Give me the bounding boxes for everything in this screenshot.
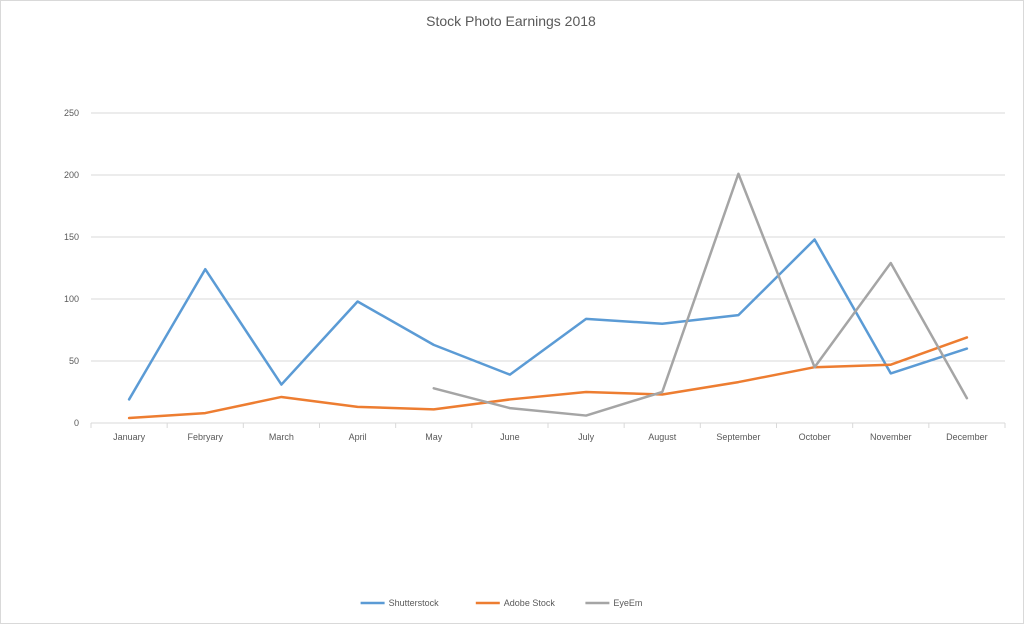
- x-tick-label: January: [113, 432, 146, 442]
- x-axis: January Febryary March April May June July Augu…: [90, 423, 1006, 442]
- gridlines: [91, 112, 1005, 424]
- legend: Shutterstock Adobe Stock EyeEm: [360, 598, 642, 608]
- x-tick-label: May: [425, 432, 443, 442]
- y-tick-label: 250: [64, 108, 79, 118]
- x-tick-label: September: [716, 432, 760, 442]
- legend-item-eyeem: EyeEm: [585, 598, 642, 608]
- y-tick-label: 0: [74, 418, 79, 428]
- series-adobe-stock: [127, 336, 969, 420]
- y-axis: 0 50 100 150 200 250: [64, 108, 79, 428]
- x-tick-label: November: [870, 432, 912, 442]
- chart-title: Stock Photo Earnings 2018: [426, 13, 596, 29]
- x-tick-label: April: [349, 432, 367, 442]
- legend-label: EyeEm: [613, 598, 642, 608]
- x-tick-label: August: [648, 432, 677, 442]
- legend-item-shutterstock: Shutterstock: [360, 598, 440, 608]
- x-tick-label: July: [578, 432, 595, 442]
- plot-series: [127, 172, 969, 420]
- x-tick-label: March: [269, 432, 294, 442]
- x-tick-label: June: [500, 432, 520, 442]
- x-tick-label: December: [946, 432, 988, 442]
- legend-item-adobe-stock: Adobe Stock: [475, 598, 556, 608]
- series-shutterstock: [127, 238, 969, 401]
- adobe-stock-line: [127, 336, 969, 420]
- y-tick-label: 100: [64, 294, 79, 304]
- x-tick-label: Febryary: [187, 432, 223, 442]
- eyeem-line: [432, 172, 969, 417]
- legend-label: Shutterstock: [389, 598, 440, 608]
- y-tick-label: 150: [64, 232, 79, 242]
- x-tick-label: October: [799, 432, 831, 442]
- shutterstock-line: [127, 238, 969, 401]
- legend-label: Adobe Stock: [504, 598, 556, 608]
- series-eyeem: [432, 172, 969, 417]
- y-tick-label: 200: [64, 170, 79, 180]
- y-tick-label: 50: [69, 356, 79, 366]
